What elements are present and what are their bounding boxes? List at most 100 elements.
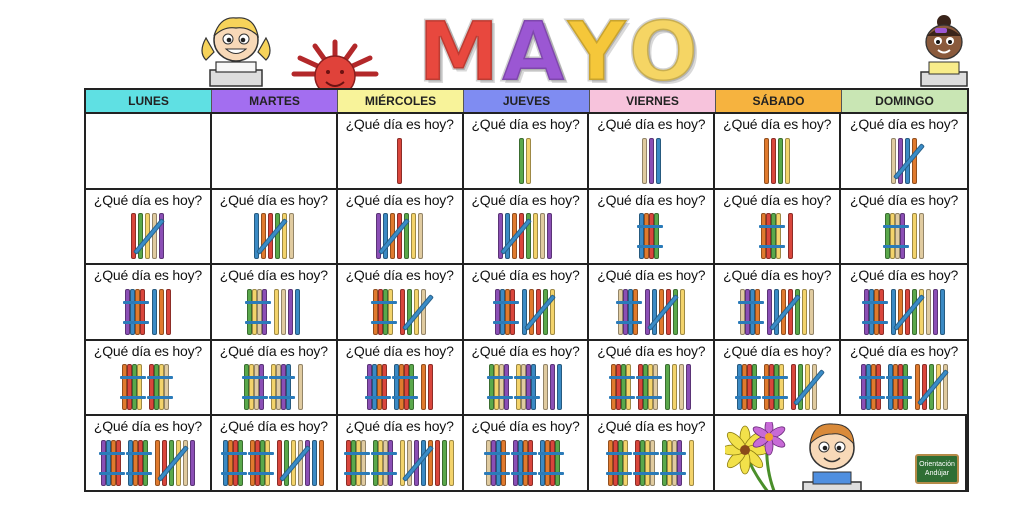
day-question: ¿Qué día es hoy? (93, 267, 202, 284)
stick-bundle (636, 213, 663, 260)
counting-stick (397, 213, 403, 260)
stick-counter (338, 209, 462, 260)
day-cell: ¿Qué día es hoy? (841, 338, 967, 415)
tally-of-five (644, 288, 679, 335)
counting-stick (891, 137, 897, 184)
stick-counter (212, 436, 336, 486)
day-question: ¿Qué día es hoy? (471, 418, 580, 435)
counting-stick (154, 439, 160, 486)
title-letter-a: A (500, 5, 566, 100)
stick-counter (589, 285, 713, 335)
counting-stick (411, 213, 417, 260)
stick-counter (464, 209, 588, 260)
tally-of-five (277, 439, 312, 486)
counting-stick (427, 439, 433, 486)
stick-bundle (486, 364, 513, 411)
counting-stick (898, 137, 904, 184)
counting-stick (519, 137, 525, 184)
stick-counter (338, 360, 462, 411)
day-cell: ¿Qué día es hoy? (463, 263, 590, 339)
stick-bundle (636, 364, 663, 411)
stick-bundle (762, 364, 789, 411)
counting-stick (383, 213, 389, 260)
counting-stick (686, 364, 692, 411)
stick-bundle (885, 364, 912, 411)
counting-stick (942, 364, 948, 411)
day-question: ¿Qué día es hoy? (597, 267, 706, 284)
day-question: ¿Qué día es hoy? (723, 116, 832, 132)
weekday-jueves: JUEVES (464, 90, 590, 112)
counting-stick (767, 288, 773, 335)
stick-counter (464, 360, 588, 411)
counting-stick (406, 439, 412, 486)
stick-bundle (242, 364, 269, 411)
day-question: ¿Qué día es hoy? (597, 418, 706, 435)
calendar: LUNES MARTES MIÉRCOLES JUEVES VIERNES SÁ… (84, 88, 969, 492)
stick-counter (212, 360, 336, 411)
day-cell: ¿Qué día es hoy? (211, 263, 338, 339)
stick-bundle (513, 364, 540, 411)
counting-stick (526, 213, 532, 260)
stick-counter (338, 285, 462, 335)
stick-bundle (245, 288, 272, 335)
tally-of-five (791, 364, 826, 411)
day-question: ¿Qué día es hoy? (850, 342, 959, 359)
stick-bundle (858, 364, 885, 411)
day-question: ¿Qué día es hoy? (93, 191, 202, 208)
day-question: ¿Qué día es hoy? (219, 191, 328, 208)
counting-stick (418, 213, 424, 260)
day-cell: ¿Qué día es hoy? (841, 112, 967, 188)
day-cell: ¿Qué día es hoy? (589, 112, 716, 188)
weekday-lunes: LUNES (86, 90, 212, 112)
day-cell: ¿Qué día es hoy? (715, 112, 842, 188)
counting-stick (420, 364, 426, 411)
day-question: ¿Qué día es hoy? (345, 267, 454, 284)
counting-stick (159, 213, 165, 260)
tally-of-five (399, 439, 434, 486)
day-question: ¿Qué día es hoy? (93, 418, 202, 435)
counting-stick (131, 213, 137, 260)
day-cell: ¿Qué día es hoy? (337, 414, 464, 490)
stick-bundle (510, 439, 537, 486)
sun-icon (291, 39, 379, 88)
counting-stick (918, 213, 924, 260)
counting-stick (434, 439, 440, 486)
stick-counter (715, 360, 839, 411)
counting-stick (522, 288, 528, 335)
day-question: ¿Qué día es hoy? (850, 116, 959, 132)
day-cell: ¿Qué día es hoy? (86, 338, 212, 415)
day-question: ¿Qué día es hoy? (597, 342, 706, 359)
stick-bundle (493, 288, 520, 335)
counting-stick (542, 364, 548, 411)
counting-stick (441, 439, 447, 486)
stick-bundle (391, 364, 418, 411)
stick-bundle (615, 288, 642, 335)
counting-stick (925, 288, 931, 335)
stick-bundle (146, 364, 173, 411)
counting-stick (547, 213, 553, 260)
tally-of-five (891, 137, 926, 184)
chalkboard-logo-icon: Orientación Andújar (914, 453, 959, 484)
stick-counter (86, 209, 210, 260)
counting-stick (397, 137, 403, 184)
day-cell: ¿Qué día es hoy? (841, 263, 967, 339)
stick-bundle (660, 439, 687, 486)
day-question: ¿Qué día es hoy? (219, 267, 328, 284)
day-question: ¿Qué día es hoy? (345, 418, 454, 435)
counting-stick (519, 213, 525, 260)
day-question: ¿Qué día es hoy? (345, 191, 454, 208)
counting-stick (543, 288, 549, 335)
day-question: ¿Qué día es hoy? (471, 191, 580, 208)
counting-stick (655, 137, 661, 184)
tally-of-five (253, 213, 288, 260)
counting-stick (505, 213, 511, 260)
counting-stick (312, 439, 318, 486)
flowers-icon (725, 422, 786, 490)
counting-stick (764, 137, 770, 184)
day-question: ¿Qué día es hoy? (471, 342, 580, 359)
day-cell: ¿Qué día es hoy? (589, 414, 716, 490)
counting-stick (897, 288, 903, 335)
counting-stick (771, 137, 777, 184)
counting-stick (651, 288, 657, 335)
title-letter-m: M (416, 5, 501, 100)
